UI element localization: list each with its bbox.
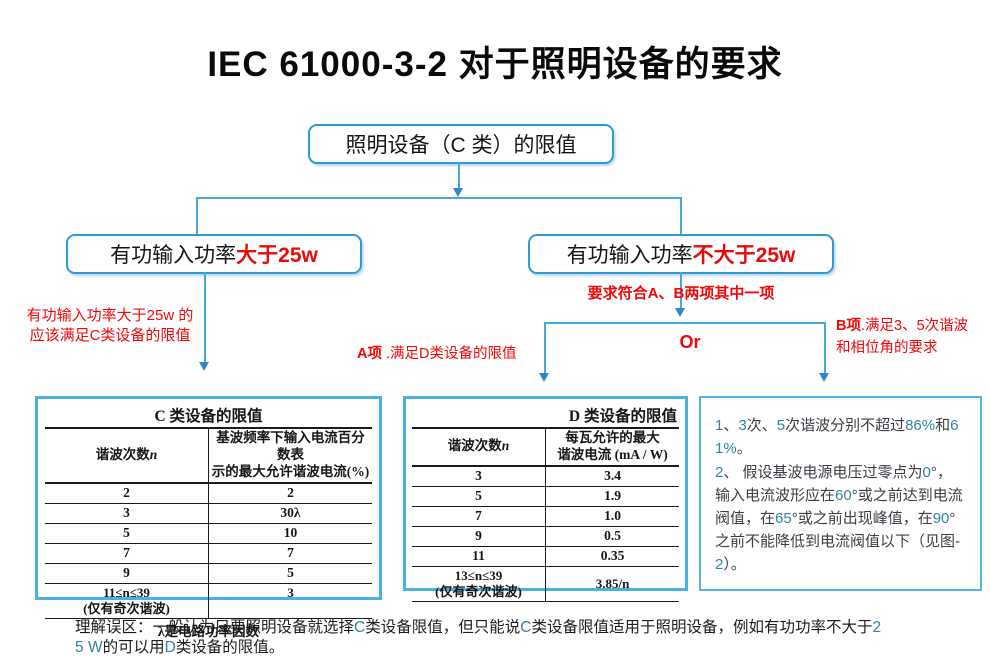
table-row: 9 0.5 (412, 526, 679, 547)
table-c-col-harmonic: 谐波次数n (45, 428, 209, 484)
connector-left-drop (196, 197, 198, 235)
table-row: 11 0.35 (412, 546, 679, 567)
arrowhead-table-d (539, 373, 549, 382)
note-option-b: B项.满足3、5次谐波和相位角的要求 (836, 315, 972, 359)
root-limit-label: 照明设备（C 类）的限值 (345, 134, 577, 157)
power-over-25w-box: 有功输入功率 大于25w (66, 234, 362, 274)
table-row: 3 3.4 (412, 465, 679, 487)
table-d-col-value: 每瓦允许的最大 谐波电流 (mA / W) (545, 428, 679, 467)
power-under-25w-highlight: 不大于25w (692, 244, 796, 267)
table-c-frame: C 类设备的限值 谐波次数n 基波频率下输入电流百分数表 示的最大允许谐波电流(… (35, 396, 382, 639)
panel-item-2: 2、 假设基波电源电压过零点为0°，输入电流波形应在60°或之前达到电流阀值，在… (715, 464, 963, 573)
connector-to-table-d (544, 322, 546, 374)
arrowhead-ab-split (675, 308, 685, 317)
table-d-frame: D 类设备的限值 谐波次数n 每瓦允许的最大 谐波电流 (mA / W) 3 3.… (403, 396, 688, 603)
arrowhead-panel-b (819, 373, 829, 382)
class-b-requirements-panel: 1、3次、5次谐波分别不超过86%和61%。 2、 假设基波电源电压过零点为0°… (699, 396, 982, 591)
connector-right-drop (680, 197, 682, 235)
connector-to-panel-b (824, 322, 826, 374)
page-title: IEC 61000-3-2 对于照明设备的要求 (207, 45, 783, 84)
connector-ab-horizontal (544, 322, 826, 324)
note-option-a: A项 .满足D类设备的限值 (357, 344, 549, 364)
arrowhead-root (453, 188, 463, 197)
table-d-col-harmonic: 谐波次数n (412, 428, 546, 467)
table-row: 5 1.9 (412, 486, 679, 507)
table-row: 3 30λ (45, 503, 372, 524)
option-b-text: .满足3、5次谐波和相位角的要求 (836, 318, 969, 356)
table-row: 11≤n≤39 (仅有奇次谐波) 3 (45, 583, 372, 620)
option-a-label: A项 (357, 346, 382, 362)
option-b-label: B项 (836, 318, 861, 334)
power-over-25w-highlight: 大于25w (236, 244, 318, 267)
connector-to-ab-split (680, 272, 682, 309)
connector-root-down (458, 162, 460, 189)
option-a-text: .满足D类设备的限值 (381, 346, 517, 362)
table-row: 7 1.0 (412, 506, 679, 527)
note-class-c-rule: 有功输入功率大于25w 的 应该满足C类设备的限值 (26, 307, 194, 344)
table-d: D 类设备的限值 谐波次数n 每瓦允许的最大 谐波电流 (mA / W) 3 3.… (412, 403, 679, 603)
table-d-title: D 类设备的限值 (412, 403, 679, 429)
misconception-note: 理解误区：一般认为只要照明设备就选择C类设备限值，但只能说C类设备限值适用于照明… (75, 619, 882, 656)
or-label: Or (679, 332, 701, 352)
table-c-col-value: 基波频率下输入电流百分数表 示的最大允许谐波电流(%) (208, 428, 372, 484)
table-c: C 类设备的限值 谐波次数n 基波频率下输入电流百分数表 示的最大允许谐波电流(… (45, 403, 372, 641)
table-c-footnote: λ是电路功率因数 (157, 624, 260, 640)
power-under-25w-box: 有功输入功率 不大于25w (528, 234, 834, 274)
note-ab-requirement: 要求符合A、B两项其中一项 (587, 285, 775, 302)
power-over-25w-plain: 有功输入功率 (110, 244, 237, 267)
table-row: 5 10 (45, 523, 372, 544)
panel-item-1: 1、3次、5次谐波分别不超过86%和61%。 (715, 417, 959, 457)
table-c-title: C 类设备的限值 (45, 403, 372, 429)
arrowhead-table-c (199, 362, 209, 371)
root-limit-box: 照明设备（C 类）的限值 (308, 124, 614, 164)
connector-branch-horizontal (196, 197, 682, 199)
power-under-25w-plain: 有功输入功率 (566, 244, 693, 267)
table-row: 13≤n≤39 (仅有奇次谐波) 3.85/n (412, 566, 679, 603)
connector-to-table-c (204, 272, 206, 363)
